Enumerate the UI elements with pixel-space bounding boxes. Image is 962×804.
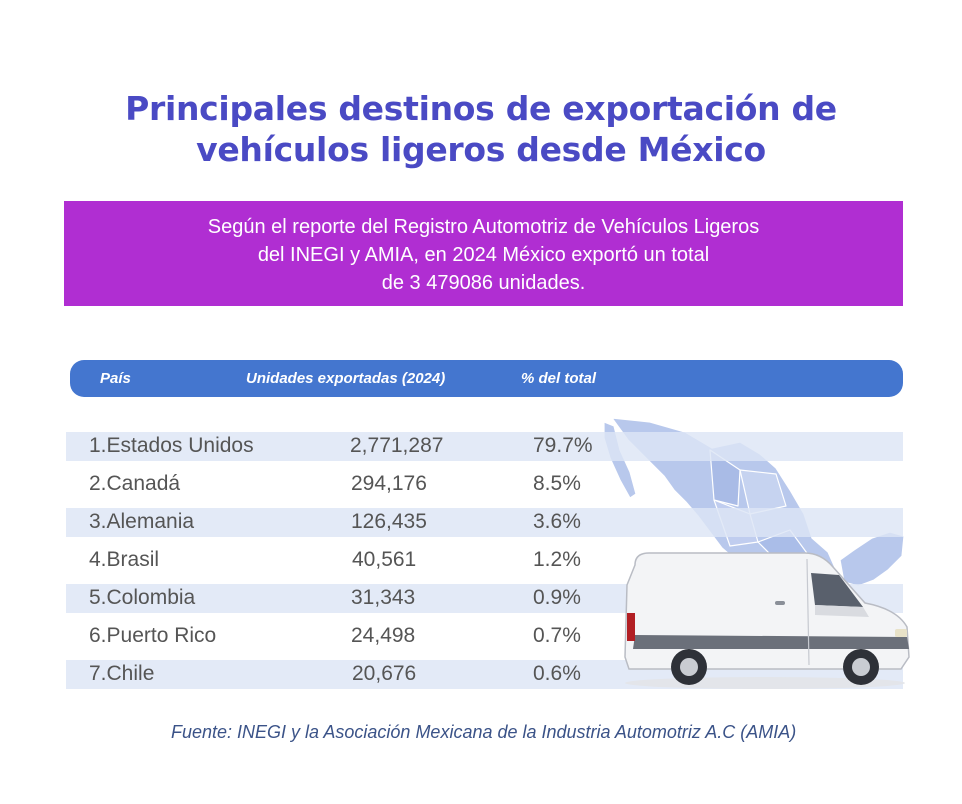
country-cell: 1.Estados Unidos	[89, 434, 254, 457]
percent-cell: 79.7%	[533, 434, 593, 457]
country-cell: 3.Alemania	[89, 510, 195, 533]
country-cell: 2.Canadá	[89, 472, 181, 495]
units-cell: 31,343	[351, 586, 416, 609]
summary-banner: Según el reporte del Registro Automotriz…	[64, 201, 903, 306]
country-cell: 5.Colombia	[89, 586, 196, 609]
units-cell: 126,435	[351, 510, 427, 533]
country-cell: 6.Puerto Rico	[89, 624, 217, 647]
country-cell: 7.Chile	[89, 662, 155, 685]
units-cell: 2,771,287	[350, 434, 444, 457]
banner-line-1: Según el reporte del Registro Automotriz…	[207, 216, 760, 238]
percent-cell: 8.5%	[533, 472, 581, 495]
source-note: Fuente: INEGI y la Asociación Mexicana d…	[171, 722, 797, 742]
percent-cell: 0.6%	[533, 662, 581, 685]
white-van-icon	[624, 552, 910, 689]
table-row: 3.Alemania 126,435 3.6%	[66, 508, 903, 537]
page-title: Principales destinos de exportación de v…	[0, 88, 962, 170]
table-header: País Unidades exportadas (2024) % del to…	[70, 360, 903, 397]
units-cell: 40,561	[352, 548, 417, 571]
title-line-1: Principales destinos de exportación de	[125, 89, 837, 128]
table-row: 6.Puerto Rico 24,498 0.7%	[66, 622, 903, 651]
table-row: 2.Canadá 294,176 8.5%	[66, 470, 903, 499]
units-cell: 294,176	[351, 472, 427, 495]
header-percent: % del total	[521, 370, 597, 387]
units-cell: 24,498	[351, 624, 416, 647]
percent-cell: 3.6%	[533, 510, 581, 533]
percent-cell: 1.2%	[533, 548, 581, 571]
table-row: 1.Estados Unidos 2,771,287 79.7%	[66, 432, 903, 461]
percent-cell: 0.9%	[533, 586, 581, 609]
title-line-2: vehículos ligeros desde México	[196, 130, 766, 169]
banner-line-2: del INEGI y AMIA, en 2024 México exportó…	[257, 244, 710, 266]
header-units: Unidades exportadas (2024)	[246, 370, 446, 387]
country-cell: 4.Brasil	[89, 548, 160, 571]
percent-cell: 0.7%	[533, 624, 581, 647]
table-row: 4.Brasil 40,561 1.2%	[66, 546, 903, 575]
header-country: País	[100, 370, 131, 387]
banner-line-3: de 3 479086 unidades.	[381, 272, 586, 294]
units-cell: 20,676	[352, 662, 417, 685]
table-row: 7.Chile 20,676 0.6%	[66, 660, 903, 689]
